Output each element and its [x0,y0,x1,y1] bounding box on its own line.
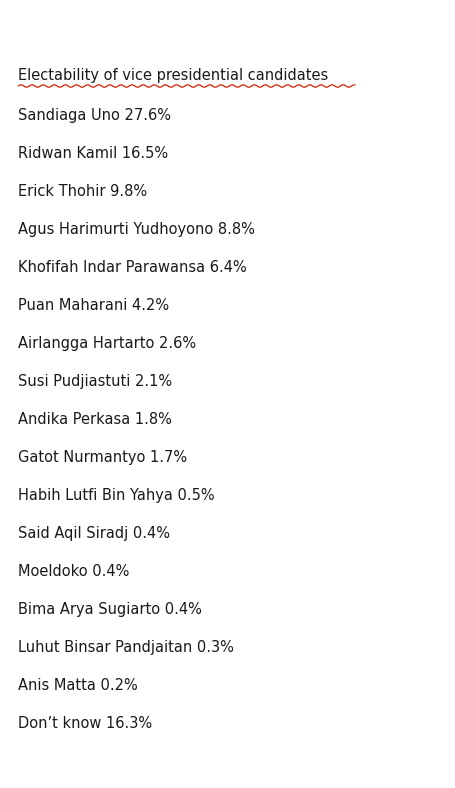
Text: Puan Maharani 4.2%: Puan Maharani 4.2% [18,298,169,313]
Text: Said Aqil Siradj 0.4%: Said Aqil Siradj 0.4% [18,526,170,541]
Text: Bima Arya Sugiarto 0.4%: Bima Arya Sugiarto 0.4% [18,602,202,617]
Text: Don’t know 16.3%: Don’t know 16.3% [18,716,152,731]
Text: Luhut Binsar Pandjaitan 0.3%: Luhut Binsar Pandjaitan 0.3% [18,640,234,655]
Text: Ridwan Kamil 16.5%: Ridwan Kamil 16.5% [18,146,168,161]
Text: Erick Thohir 9.8%: Erick Thohir 9.8% [18,184,147,199]
Text: Andika Perkasa 1.8%: Andika Perkasa 1.8% [18,412,172,427]
Text: Electability of vice presidential candidates: Electability of vice presidential candid… [18,68,329,83]
Text: Susi Pudjiastuti 2.1%: Susi Pudjiastuti 2.1% [18,374,172,389]
Text: Airlangga Hartarto 2.6%: Airlangga Hartarto 2.6% [18,336,196,351]
Text: Anis Matta 0.2%: Anis Matta 0.2% [18,678,138,693]
Text: Habih Lutfi Bin Yahya 0.5%: Habih Lutfi Bin Yahya 0.5% [18,488,215,503]
Text: Moeldoko 0.4%: Moeldoko 0.4% [18,564,130,579]
Text: Gatot Nurmantyo 1.7%: Gatot Nurmantyo 1.7% [18,450,187,465]
Text: Sandiaga Uno 27.6%: Sandiaga Uno 27.6% [18,108,171,123]
Text: Agus Harimurti Yudhoyono 8.8%: Agus Harimurti Yudhoyono 8.8% [18,222,255,237]
Text: Khofifah Indar Parawansa 6.4%: Khofifah Indar Parawansa 6.4% [18,260,247,275]
